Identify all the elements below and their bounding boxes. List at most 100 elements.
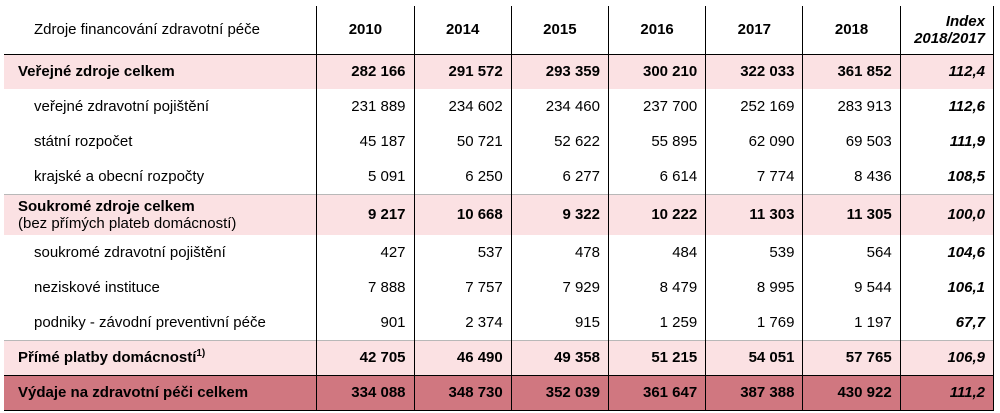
index-cell: 67,7 (900, 305, 995, 340)
value-cell: 430 922 (802, 374, 901, 411)
value-cell: 361 852 (802, 53, 901, 89)
value-cell: 291 572 (414, 53, 512, 89)
row-label-text: veřejné zdravotní pojištění (34, 98, 210, 115)
value-cell: 293 359 (511, 53, 609, 89)
value-cell: 57 765 (802, 339, 901, 375)
value-cell: 252 169 (705, 89, 804, 124)
value-cell: 8 436 (802, 159, 901, 194)
value-cell: 11 303 (705, 193, 804, 235)
value-cell: 10 668 (414, 193, 512, 235)
row-label-text: Veřejné zdroje celkem (18, 63, 175, 81)
value-cell: 9 217 (316, 193, 415, 235)
total-row: Výdaje na zdravotní péči celkem 334 088 34… (4, 374, 995, 411)
value-cell: 322 033 (705, 53, 804, 89)
health-financing-table: Zdroje financování zdravotní péče 2010 2… (4, 6, 995, 411)
value-cell: 49 358 (511, 339, 609, 375)
row-label: Výdaje na zdravotní péči celkem (4, 374, 318, 411)
table-row: veřejné zdravotní pojištění 231 889 234 60… (4, 89, 995, 124)
value-cell: 901 (316, 305, 415, 340)
row-label-text: Výdaje na zdravotní péči celkem (18, 384, 249, 401)
value-cell: 7 929 (511, 270, 609, 305)
header-index: Index 2018/2017 (900, 6, 995, 55)
value-cell: 234 460 (511, 89, 609, 124)
index-cell: 108,5 (900, 159, 995, 194)
index-cell: 112,6 (900, 89, 995, 124)
value-cell: 352 039 (511, 374, 609, 411)
value-cell: 7 774 (705, 159, 804, 194)
value-cell: 1 197 (802, 305, 901, 340)
header-year: 2018 (802, 6, 901, 55)
value-cell: 54 051 (705, 339, 804, 375)
value-cell: 55 895 (608, 124, 707, 159)
value-cell: 6 614 (608, 159, 707, 194)
value-cell: 539 (705, 235, 804, 270)
table-row: neziskové instituce 7 888 7 757 7 929 8 479 8… (4, 270, 995, 305)
row-label: soukromé zdravotní pojištění (4, 235, 318, 270)
group-row: Přímé platby domácností1) 42 705 46 490 49 … (4, 339, 995, 375)
row-label: krajské a obecní rozpočty (4, 159, 318, 194)
value-cell: 69 503 (802, 124, 901, 159)
value-cell: 237 700 (608, 89, 707, 124)
index-cell: 104,6 (900, 235, 995, 270)
value-cell: 10 222 (608, 193, 707, 235)
value-cell: 7 888 (316, 270, 415, 305)
value-cell: 915 (511, 305, 609, 340)
row-label: podniky - závodní preventivní péče (4, 305, 318, 340)
value-cell: 283 913 (802, 89, 901, 124)
row-label-text: státní rozpočet (34, 133, 133, 150)
value-cell: 334 088 (316, 374, 415, 411)
row-label: Veřejné zdroje celkem (4, 53, 318, 89)
value-cell: 50 721 (414, 124, 512, 159)
value-cell: 234 602 (414, 89, 512, 124)
value-cell: 11 305 (802, 193, 901, 235)
table-row: podniky - závodní preventivní péče 901 2 3… (4, 305, 995, 340)
group-row: Soukromé zdroje celkem (bez přímých plate… (4, 193, 995, 235)
header-year: 2015 (511, 6, 609, 55)
row-label: státní rozpočet (4, 124, 318, 159)
value-cell: 52 622 (511, 124, 609, 159)
value-cell: 427 (316, 235, 415, 270)
header-label: Zdroje financování zdravotní péče (4, 6, 318, 55)
index-cell: 112,4 (900, 53, 995, 89)
index-cell: 100,0 (900, 193, 995, 235)
value-cell: 5 091 (316, 159, 415, 194)
value-cell: 484 (608, 235, 707, 270)
header-index-line2: 2018/2017 (914, 29, 985, 47)
row-label-note: (bez přímých plateb domácností) (18, 214, 237, 232)
value-cell: 478 (511, 235, 609, 270)
value-cell: 1 769 (705, 305, 804, 340)
footnote-marker: 1) (196, 348, 206, 359)
value-cell: 9 544 (802, 270, 901, 305)
index-cell: 111,2 (900, 374, 995, 411)
value-cell: 1 259 (608, 305, 707, 340)
value-cell: 348 730 (414, 374, 512, 411)
value-cell: 387 388 (705, 374, 804, 411)
value-cell: 6 250 (414, 159, 512, 194)
header-year: 2014 (414, 6, 512, 55)
row-label: veřejné zdravotní pojištění (4, 89, 318, 124)
value-cell: 45 187 (316, 124, 415, 159)
value-cell: 62 090 (705, 124, 804, 159)
group-row: Veřejné zdroje celkem 282 166 291 572 293 3… (4, 53, 995, 89)
value-cell: 7 757 (414, 270, 512, 305)
value-cell: 361 647 (608, 374, 707, 411)
row-label-text: neziskové instituce (34, 279, 160, 296)
header-row: Zdroje financování zdravotní péče 2010 2… (4, 6, 995, 55)
index-cell: 111,9 (900, 124, 995, 159)
value-cell: 46 490 (414, 339, 512, 375)
row-label-main: Soukromé zdroje celkem (18, 197, 195, 215)
value-cell: 42 705 (316, 339, 415, 375)
header-index-line1: Index (945, 12, 985, 30)
value-cell: 537 (414, 235, 512, 270)
index-cell: 106,1 (900, 270, 995, 305)
table-row: krajské a obecní rozpočty 5 091 6 250 6 277… (4, 159, 995, 194)
value-cell: 231 889 (316, 89, 415, 124)
header-year: 2016 (608, 6, 707, 55)
header-year: 2017 (705, 6, 804, 55)
index-cell: 106,9 (900, 339, 995, 375)
row-label-text: soukromé zdravotní pojištění (34, 244, 226, 261)
table-row: státní rozpočet 45 187 50 721 52 622 55 895 6… (4, 124, 995, 159)
value-cell: 51 215 (608, 339, 707, 375)
row-label-text: podniky - závodní preventivní péče (34, 313, 266, 331)
value-cell: 9 322 (511, 193, 609, 235)
